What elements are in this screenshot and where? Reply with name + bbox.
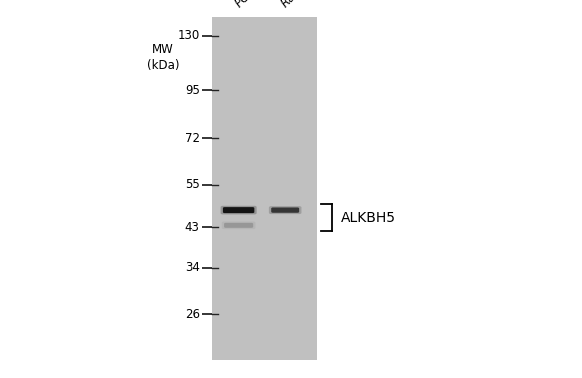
Text: Rat2: Rat2 (279, 0, 307, 10)
Text: 130: 130 (178, 29, 200, 42)
Text: 55: 55 (185, 178, 200, 191)
Bar (212, 17, 317, 360)
Text: 95: 95 (184, 84, 200, 97)
Text: 34: 34 (184, 262, 200, 274)
Text: 26: 26 (184, 308, 200, 321)
Text: 72: 72 (184, 132, 200, 145)
FancyBboxPatch shape (269, 206, 301, 214)
Text: ALKBH5: ALKBH5 (340, 211, 396, 225)
Text: 43: 43 (184, 221, 200, 234)
Text: PC-12: PC-12 (233, 0, 266, 10)
FancyBboxPatch shape (271, 208, 299, 213)
FancyBboxPatch shape (221, 206, 257, 214)
Text: MW
(kDa): MW (kDa) (147, 43, 179, 72)
FancyBboxPatch shape (223, 207, 254, 213)
FancyBboxPatch shape (224, 223, 253, 228)
FancyBboxPatch shape (222, 222, 255, 229)
